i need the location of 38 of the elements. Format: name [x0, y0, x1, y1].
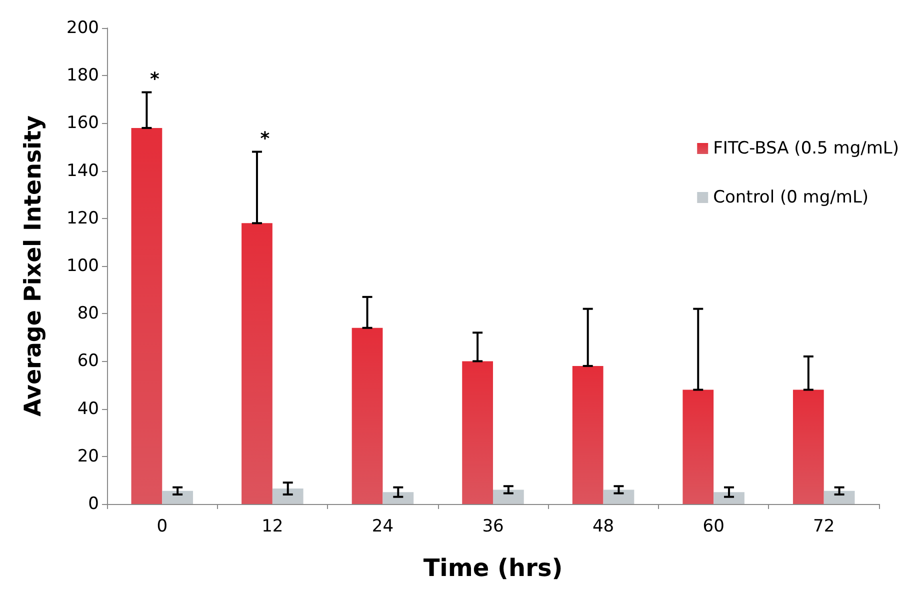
x-tick-label: 12: [262, 516, 284, 536]
y-tick-label: 160: [66, 113, 99, 134]
bar: [462, 361, 493, 504]
x-tick-label: 36: [482, 516, 504, 536]
y-tick-label: 180: [66, 66, 99, 86]
bar: [162, 490, 194, 504]
y-tick-label: 80: [77, 304, 99, 324]
annotation: *: [260, 128, 270, 150]
bar: [572, 366, 604, 504]
x-tick-label: 60: [702, 516, 724, 536]
bar: [382, 492, 414, 504]
legend-label: Control (0 mg/mL): [713, 188, 869, 208]
bar: [824, 490, 855, 504]
y-tick-label: 40: [77, 398, 99, 419]
x-axis-title: Time (hrs): [423, 554, 563, 582]
legend-label: FITC-BSA (0.5 mg/mL): [713, 138, 900, 158]
x-tick-label: 48: [592, 516, 614, 536]
bar: [242, 223, 272, 504]
bar: [682, 390, 714, 504]
bar: [714, 492, 744, 504]
y-tick-label: 20: [77, 446, 99, 466]
bar: [352, 328, 383, 504]
bar: [272, 488, 304, 504]
bar: [792, 390, 824, 504]
annotation: *: [150, 68, 160, 90]
y-tick-label: 120: [66, 208, 99, 228]
x-tick-label: 0: [156, 516, 168, 536]
y-tick-label: 0: [88, 494, 99, 514]
x-tick-label: 24: [372, 516, 394, 536]
x-tick-label: 72: [813, 516, 835, 536]
y-tick-label: 140: [66, 160, 99, 181]
bar: [493, 490, 524, 504]
y-tick-label: 200: [66, 18, 99, 38]
bar: [131, 128, 162, 504]
bar: [603, 490, 634, 504]
y-tick-label: 60: [77, 351, 99, 372]
y-tick-label: 100: [66, 256, 99, 276]
y-axis-title: Average Pixel Intensity: [20, 115, 46, 417]
